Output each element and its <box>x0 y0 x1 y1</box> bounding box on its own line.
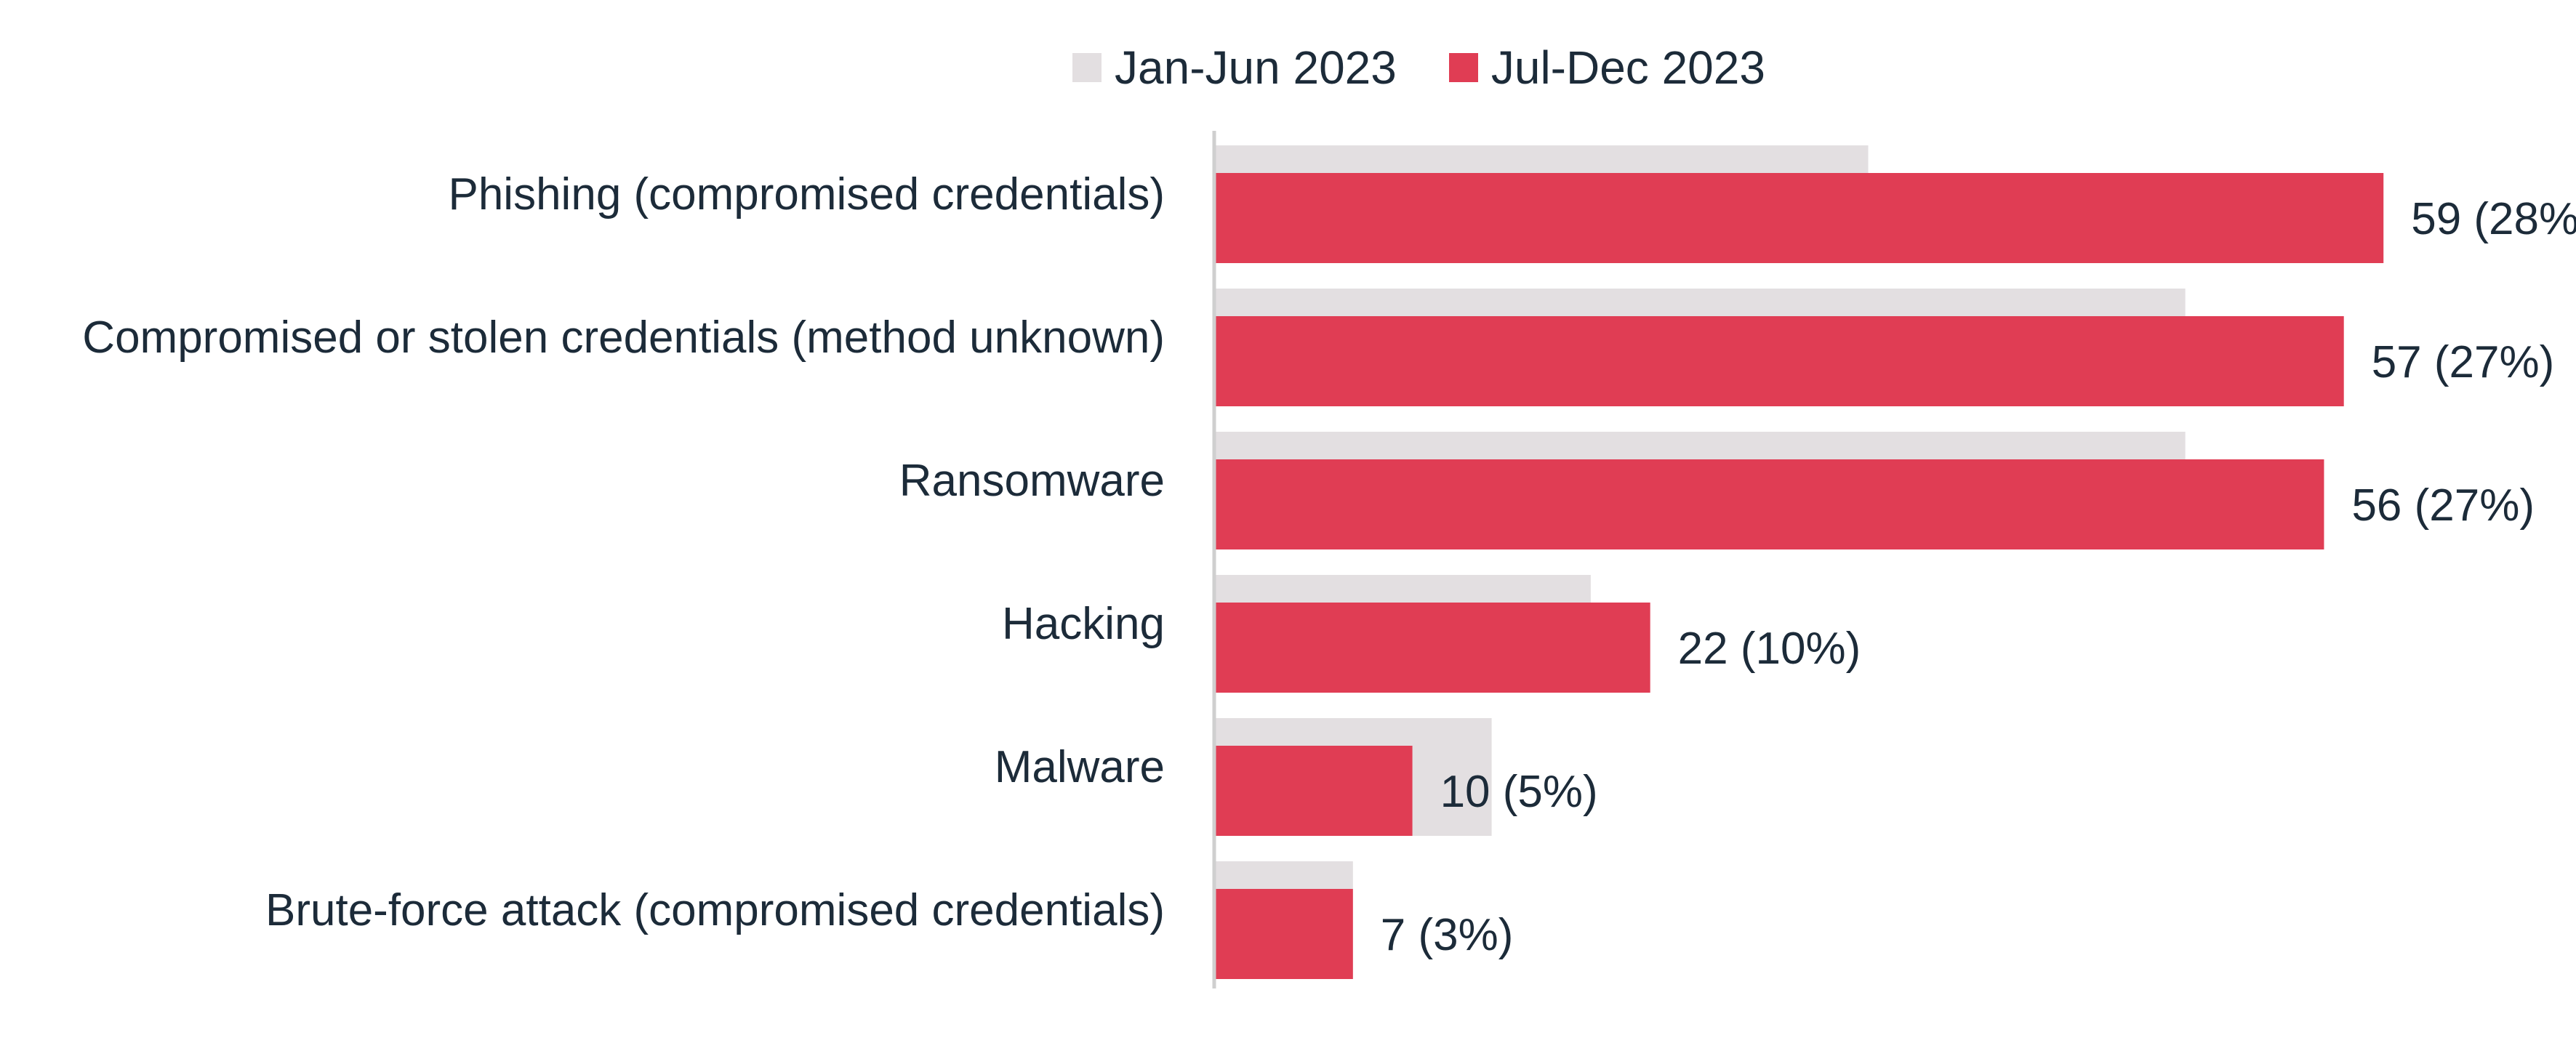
category-label-4: Hacking <box>1002 599 1165 649</box>
legend-swatch-series-1 <box>1072 53 1102 82</box>
category-label-1: Phishing (compromised credentials) <box>448 169 1165 220</box>
bar-jul-dec-4 <box>1214 603 1650 693</box>
bar-jul-dec-1 <box>1214 173 2384 263</box>
data-label-6: 7 (3%) <box>1381 910 1514 960</box>
legend: Jan-Jun 2023 Jul-Dec 2023 <box>1072 41 1818 94</box>
bar-jul-dec-2 <box>1214 316 2344 406</box>
bar-jul-dec-3 <box>1214 459 2324 549</box>
bar-jul-dec-6 <box>1214 889 1353 979</box>
legend-swatch-series-2 <box>1448 53 1478 82</box>
legend-item-series-2: Jul-Dec 2023 <box>1448 41 1765 94</box>
legend-label-series-1: Jan-Jun 2023 <box>1115 41 1397 94</box>
data-label-3: 56 (27%) <box>2351 480 2535 531</box>
legend-item-series-1: Jan-Jun 2023 <box>1072 41 1397 94</box>
category-label-2: Compromised or stolen credentials (metho… <box>82 313 1165 363</box>
bar-jul-dec-5 <box>1214 746 1413 836</box>
data-label-4: 22 (10%) <box>1678 624 1861 674</box>
data-label-2: 57 (27%) <box>2372 337 2555 387</box>
category-label-5: Malware <box>995 742 1165 792</box>
legend-label-series-2: Jul-Dec 2023 <box>1490 41 1765 94</box>
data-label-5: 10 (5%) <box>1440 767 1598 817</box>
category-label-6: Brute-force attack (compromised credenti… <box>265 885 1165 935</box>
category-label-3: Ransomware <box>899 456 1165 506</box>
data-label-1: 59 (28%) <box>2411 194 2576 244</box>
